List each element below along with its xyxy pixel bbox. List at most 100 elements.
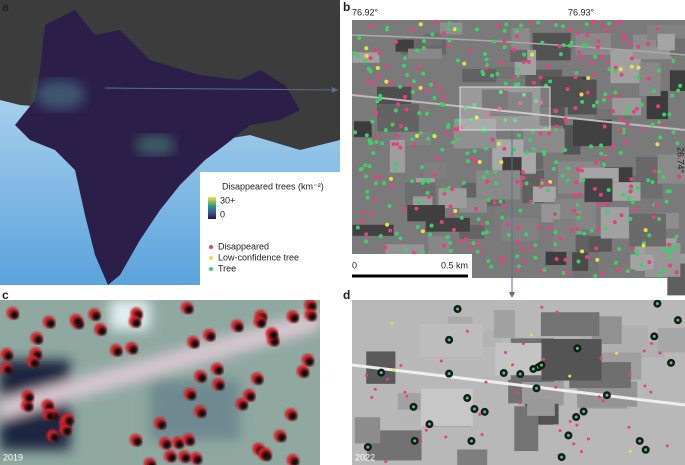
tree-dot — [371, 151, 376, 156]
tree-dot — [554, 124, 559, 129]
tree-dot — [455, 118, 460, 123]
tree-dot — [618, 67, 623, 72]
tree-dot — [443, 188, 448, 193]
tree-dot — [393, 108, 398, 113]
tree-dot — [619, 117, 624, 122]
tree-dot — [456, 137, 461, 142]
tree-dot — [404, 107, 409, 112]
tree-dot — [619, 128, 624, 133]
tree-dot — [377, 51, 382, 56]
hotspot — [35, 80, 85, 110]
hotspot — [135, 135, 175, 155]
tree-dot — [577, 192, 582, 197]
tree-dot — [602, 97, 607, 102]
tree-dot — [458, 239, 463, 244]
tree-dot — [391, 142, 396, 147]
tree-shadow — [114, 347, 123, 356]
tree-dot — [366, 78, 371, 83]
tree-dot — [618, 20, 623, 25]
tree-dot — [661, 175, 666, 180]
tree-dot — [599, 54, 604, 59]
tree-dot — [368, 69, 373, 74]
tree-dot — [513, 118, 518, 123]
tree-dot — [494, 181, 499, 186]
tree-dot — [547, 131, 552, 136]
tree-dot — [442, 97, 447, 102]
tree-dot — [447, 372, 451, 376]
tree-dot — [628, 216, 633, 221]
tree-dot — [554, 256, 559, 261]
field — [669, 70, 685, 92]
tree-dot — [502, 28, 507, 33]
tree-dot — [592, 186, 597, 191]
tree-dot — [575, 226, 580, 231]
tree-dot — [490, 137, 495, 142]
tree-dot — [402, 63, 407, 68]
field — [453, 118, 497, 149]
tree-dot — [484, 170, 489, 175]
tree-dot — [388, 228, 393, 233]
tree-dot — [495, 71, 500, 76]
lon-label: 76.93° — [568, 7, 595, 17]
tree-dot — [363, 239, 368, 244]
tree-dot — [365, 189, 370, 194]
tree-dot — [566, 433, 570, 437]
tree-dot — [497, 106, 502, 111]
field — [486, 67, 530, 79]
tree-dot — [602, 162, 607, 167]
tree-dot — [589, 228, 594, 233]
tree-shadow — [98, 327, 107, 336]
tree-dot — [421, 71, 426, 76]
tree-shadow — [4, 352, 13, 361]
tree-dot — [613, 90, 618, 95]
tree-dot — [655, 302, 659, 306]
tree-dot — [462, 61, 467, 66]
tree-dot — [472, 149, 477, 154]
tree-dot — [564, 270, 569, 275]
tree-dot — [412, 405, 416, 409]
tree-dot — [561, 24, 566, 29]
tree-dot — [589, 60, 594, 65]
tree-dot — [621, 192, 626, 197]
tree-dot — [481, 72, 486, 77]
colorbar-tick: 30+ — [220, 195, 235, 205]
tree-dot — [369, 23, 374, 28]
tree-shadow — [255, 376, 264, 385]
tree-dot — [560, 173, 565, 178]
tree-dot — [469, 439, 473, 443]
tree-dot — [371, 81, 376, 86]
tree-dot — [403, 390, 407, 394]
tree-dot — [672, 245, 677, 250]
tree-dot — [613, 69, 618, 74]
road — [351, 94, 685, 131]
tree-dot — [355, 54, 360, 59]
tree-dot — [576, 31, 581, 36]
legend-marker — [209, 245, 213, 249]
tree-dot — [582, 231, 587, 236]
tree-dot — [384, 460, 388, 464]
tree-dot — [498, 90, 503, 95]
tree-dot — [581, 178, 586, 183]
tree-dot — [461, 181, 466, 186]
tree-shadow — [288, 412, 297, 421]
tree-dot — [521, 259, 526, 264]
tree-dot — [595, 227, 600, 232]
tree-dot — [459, 215, 464, 220]
tree-dot — [390, 321, 394, 325]
tree-dot — [515, 391, 519, 395]
tree-dot — [558, 52, 563, 57]
tree-dot — [473, 207, 478, 212]
tree-dot — [442, 243, 447, 248]
tree-shadow — [147, 461, 156, 465]
scalebar-label: 0.5 km — [441, 260, 468, 270]
tree-dots — [352, 20, 683, 278]
legend-label: Tree — [218, 263, 236, 273]
tree-dot — [398, 84, 403, 89]
tree-dot — [553, 23, 558, 28]
tree-dot — [402, 94, 407, 99]
tree-dot — [417, 65, 422, 70]
tree-dot — [418, 85, 423, 90]
tree-dot — [484, 380, 488, 384]
tree-dot — [662, 267, 667, 272]
